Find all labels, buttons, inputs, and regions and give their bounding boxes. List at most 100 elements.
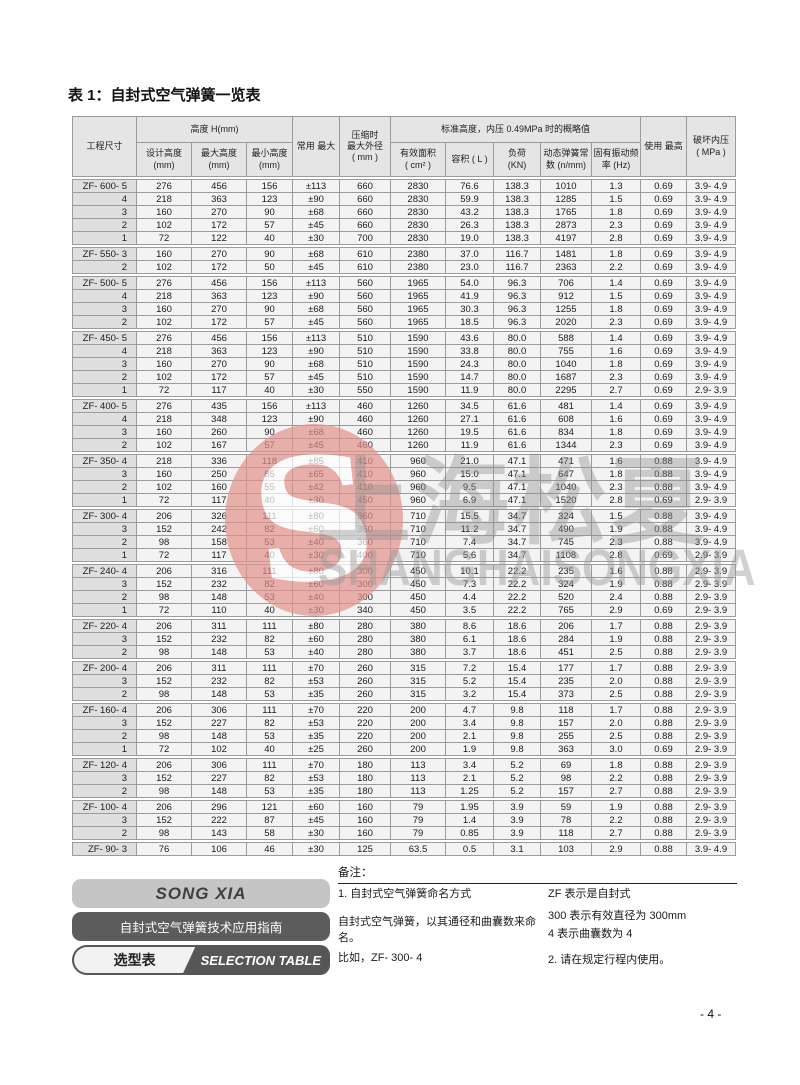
header-max-height: 最大高度 (mm) bbox=[191, 142, 247, 177]
value-cell: 50 bbox=[246, 260, 293, 274]
model-cell: 3 bbox=[72, 467, 137, 481]
table-row: 3 152 242 82 ±60 360 710 11.2 34.7 490 1.9 0.88 3.9-… bbox=[72, 522, 736, 536]
value-cell: 4197 bbox=[540, 231, 592, 245]
value-cell: 2.9- 3.9 bbox=[686, 577, 736, 591]
value-cell: 3.4 bbox=[445, 758, 494, 772]
value-cell: 0.88 bbox=[640, 645, 687, 659]
value-cell: 200 bbox=[390, 742, 446, 756]
model-cell: 4 bbox=[72, 289, 137, 303]
value-cell: 96.3 bbox=[493, 276, 541, 290]
value-cell: 79 bbox=[390, 813, 446, 827]
value-cell: 180 bbox=[339, 784, 391, 798]
value-cell: 348 bbox=[191, 412, 247, 426]
table-row: 1 72 110 40 ±30 340 450 3.5 22.2 765 2.9 0.69 2.9- 3… bbox=[72, 603, 736, 617]
value-cell: ±65 bbox=[292, 467, 340, 481]
model-cell: ZF- 400- 5 bbox=[72, 399, 137, 413]
value-cell: 960 bbox=[390, 454, 446, 468]
value-cell: 152 bbox=[136, 716, 192, 730]
value-cell: 160 bbox=[136, 357, 192, 371]
value-cell: 1590 bbox=[390, 370, 446, 384]
value-cell: 765 bbox=[540, 603, 592, 617]
value-cell: 3.9- 4.9 bbox=[686, 467, 736, 481]
table-row: 1 72 117 40 ±30 400 710 5.6 34.7 1108 2.8 0.69 2.9- … bbox=[72, 548, 736, 562]
value-cell: 0.88 bbox=[640, 454, 687, 468]
value-cell: ±70 bbox=[292, 661, 340, 675]
value-cell: 1.6 bbox=[591, 412, 641, 426]
value-cell: 1344 bbox=[540, 438, 592, 452]
value-cell: 138.3 bbox=[493, 218, 541, 232]
value-cell: 172 bbox=[191, 218, 247, 232]
value-cell: 510 bbox=[339, 344, 391, 358]
value-cell: 72 bbox=[136, 742, 192, 756]
value-cell: 0.69 bbox=[640, 331, 687, 345]
value-cell: 1.6 bbox=[591, 344, 641, 358]
value-cell: 2.3 bbox=[591, 218, 641, 232]
value-cell: 118 bbox=[540, 703, 592, 717]
table-row: ZF- 300- 4 206 326 111 ±80 360 710 15.5 34.7 324 1… bbox=[72, 509, 736, 523]
value-cell: 520 bbox=[540, 590, 592, 604]
table-row: ZF- 200- 4 206 311 111 ±70 260 315 7.2 15.4 177 1.… bbox=[72, 661, 736, 675]
value-cell: 82 bbox=[246, 577, 293, 591]
value-cell: 250 bbox=[191, 467, 247, 481]
value-cell: 117 bbox=[191, 548, 247, 562]
value-cell: ±80 bbox=[292, 509, 340, 523]
model-cell: 2 bbox=[72, 784, 137, 798]
value-cell: 2.9- 3.9 bbox=[686, 813, 736, 827]
value-cell: 96.3 bbox=[493, 302, 541, 316]
value-cell: ±40 bbox=[292, 535, 340, 549]
value-cell: 9.8 bbox=[493, 716, 541, 730]
value-cell: ±45 bbox=[292, 438, 340, 452]
value-cell: 3.1 bbox=[493, 842, 541, 856]
value-cell: 111 bbox=[246, 661, 293, 675]
value-cell: 206 bbox=[136, 564, 192, 578]
value-cell: 588 bbox=[540, 331, 592, 345]
value-cell: 560 bbox=[339, 302, 391, 316]
value-cell: 3.0 bbox=[591, 742, 641, 756]
value-cell: 3.9- 4.9 bbox=[686, 425, 736, 439]
value-cell: 61.6 bbox=[493, 425, 541, 439]
value-cell: 19.0 bbox=[445, 231, 494, 245]
value-cell: 160 bbox=[136, 425, 192, 439]
value-cell: 79 bbox=[390, 800, 446, 814]
table-row: ZF- 350- 4 218 336 118 ±85 410 960 21.0 47.1 471 1… bbox=[72, 454, 736, 468]
value-cell: 7.3 bbox=[445, 577, 494, 591]
value-cell: ±68 bbox=[292, 302, 340, 316]
value-cell: 90 bbox=[246, 425, 293, 439]
value-cell: 960 bbox=[390, 480, 446, 494]
value-cell: ±113 bbox=[292, 399, 340, 413]
value-cell: 410 bbox=[339, 467, 391, 481]
value-cell: 0.69 bbox=[640, 218, 687, 232]
value-cell: 57 bbox=[246, 438, 293, 452]
value-cell: 80.0 bbox=[493, 383, 541, 397]
value-cell: 1.25 bbox=[445, 784, 494, 798]
value-cell: 0.88 bbox=[640, 564, 687, 578]
spec-group: ZF- 120- 4 206 306 111 ±70 180 113 3.4 5.2 69 1.8 0… bbox=[72, 758, 736, 798]
value-cell: 360 bbox=[339, 522, 391, 536]
value-cell: 138.3 bbox=[493, 179, 541, 193]
value-cell: 2.4 bbox=[591, 590, 641, 604]
value-cell: 22.2 bbox=[493, 577, 541, 591]
value-cell: 138.3 bbox=[493, 231, 541, 245]
value-cell: ±45 bbox=[292, 218, 340, 232]
value-cell: 315 bbox=[390, 674, 446, 688]
value-cell: 2.9- 3.9 bbox=[686, 687, 736, 701]
value-cell: 172 bbox=[191, 315, 247, 329]
spec-group: ZF- 90- 3 76 106 46 ±30 125 63.5 0.5 3.1 103 2.9 0.… bbox=[72, 842, 736, 856]
value-cell: 2.9- 3.9 bbox=[686, 661, 736, 675]
value-cell: 37.0 bbox=[445, 247, 494, 261]
value-cell: ±90 bbox=[292, 412, 340, 426]
value-cell: 1765 bbox=[540, 205, 592, 219]
value-cell: 235 bbox=[540, 564, 592, 578]
value-cell: 3.9- 4.9 bbox=[686, 289, 736, 303]
value-cell: 148 bbox=[191, 590, 247, 604]
value-cell: 7.4 bbox=[445, 535, 494, 549]
value-cell: 111 bbox=[246, 564, 293, 578]
value-cell: 1040 bbox=[540, 480, 592, 494]
model-cell: 4 bbox=[72, 192, 137, 206]
value-cell: 18.6 bbox=[493, 632, 541, 646]
table-row: ZF- 600- 5 276 456 156 ±113 660 2830 76.6 138.3 1… bbox=[72, 179, 736, 193]
spec-table: 工程尺寸 高度 H(mm) 常用 最大 压缩时 最大外径 ( mm ) 标准高度… bbox=[72, 116, 737, 856]
value-cell: 2.7 bbox=[591, 383, 641, 397]
value-cell: 2.9- 3.9 bbox=[686, 716, 736, 730]
value-cell: 471 bbox=[540, 454, 592, 468]
